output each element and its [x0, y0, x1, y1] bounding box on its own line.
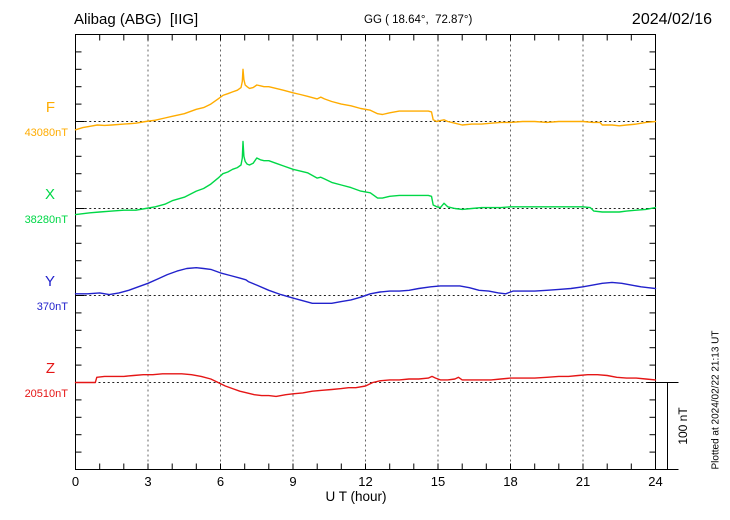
plot-date: 2024/02/16: [631, 11, 712, 28]
x-tick-label-3: 3: [144, 474, 152, 489]
trace-f: [74, 68, 657, 131]
x-tick-label-18: 18: [503, 474, 518, 489]
component-baseline-value-z: 20510nT: [24, 387, 68, 400]
gg-coordinates: GG ( 18.64°, 72.87°): [364, 14, 473, 26]
station-title: Alibag (ABG) [IIG]: [74, 11, 199, 28]
component-label-z: Z: [45, 360, 55, 377]
plotted-at-note: Plotted at 2024/02/22 21:13 UT: [710, 330, 722, 470]
trace-x: [74, 140, 657, 216]
component-label-f: F: [45, 99, 55, 116]
x-axis-label: U T (hour): [325, 489, 387, 504]
x-tick-label-24: 24: [648, 474, 663, 489]
x-tick-label-12: 12: [358, 474, 373, 489]
x-tick-label-6: 6: [216, 474, 225, 489]
component-label-y: Y: [44, 273, 55, 290]
x-tick-label-21: 21: [575, 474, 591, 489]
x-tick-label-9: 9: [289, 474, 297, 489]
x-tick-label-15: 15: [430, 474, 446, 489]
x-tick-label-0: 0: [71, 474, 80, 489]
component-baseline-value-f: 43080nT: [24, 126, 68, 139]
trace-y: [74, 267, 657, 304]
component-baseline-value-y: 370nT: [36, 300, 68, 313]
component-label-x: X: [44, 186, 55, 203]
trace-z: [74, 373, 657, 398]
component-baseline-value-x: 38280nT: [24, 213, 68, 226]
scale-bar-label: 100 nT: [676, 407, 690, 445]
